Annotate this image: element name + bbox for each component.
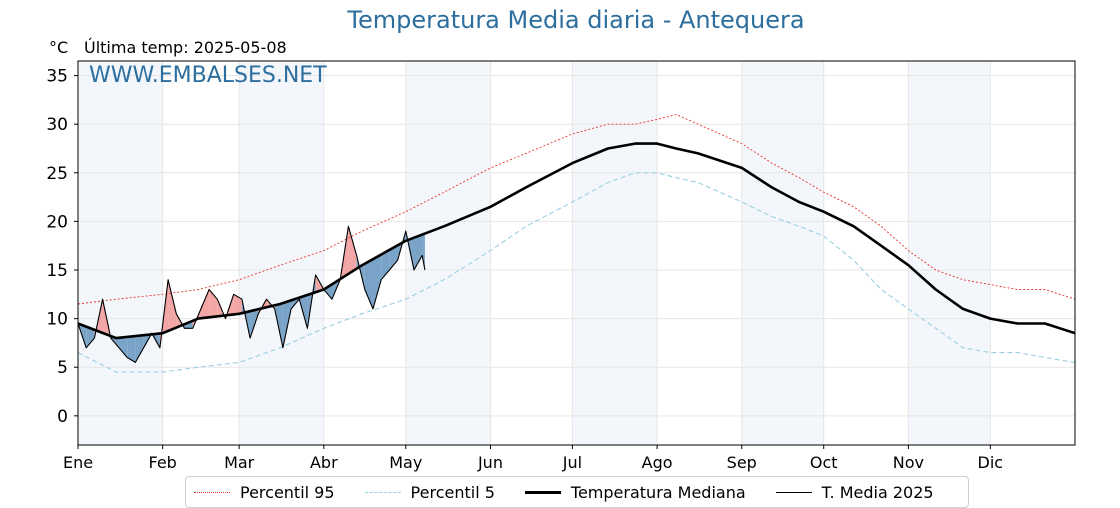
series-line-2 (77, 142, 1076, 340)
watermark: WWW.EMBALSES.NET (89, 63, 327, 88)
anomaly-fill-above (200, 289, 210, 319)
y-tick-label: 15 (46, 261, 68, 281)
series-line-0 (77, 114, 1076, 305)
anomaly-fill-below (389, 245, 398, 270)
y-tick-label: 10 (46, 310, 68, 330)
x-tick-label-may: May (389, 453, 422, 472)
x-tick-label-oct: Oct (810, 453, 838, 472)
x-tick-label-dic: Dic (978, 453, 1004, 472)
legend-item-2025: T. Media 2025 (775, 482, 934, 502)
anomaly-fill-above (168, 279, 177, 331)
anomaly-fill-below (119, 336, 128, 358)
x-tick-label-feb: Feb (149, 453, 177, 472)
series-line-1 (77, 172, 1076, 373)
legend-swatch-p5 (364, 491, 401, 493)
anomaly-fill-below (414, 234, 423, 270)
last-update-label: Última temp: 2025-05-08 (84, 38, 287, 57)
x-tick-label-sep: Sep (727, 453, 757, 472)
legend-label-median: Temperatura Mediana (570, 482, 746, 502)
anomaly-fill-below (323, 284, 332, 300)
legend-item-p95: Percentil 95 (194, 483, 335, 502)
y-unit-label: °C (49, 38, 69, 57)
legend-label-2025: T. Media 2025 (821, 482, 934, 502)
x-tick-label-abr: Abr (310, 453, 338, 472)
chart-title: Temperatura Media diaria - Antequera (347, 6, 805, 34)
anomaly-fill-below (364, 259, 373, 309)
month-band-sep (741, 61, 824, 445)
plot-frame (77, 60, 1076, 446)
x-tick-label-ene: Ene (63, 453, 93, 472)
y-tick-label: 30 (46, 115, 68, 135)
month-band-mar (239, 61, 324, 445)
legend-label-p95: Percentil 95 (240, 482, 335, 502)
anomaly-fill-below (422, 233, 425, 270)
legend-swatch-p95 (194, 491, 230, 493)
x-tick-label-ago: Ago (642, 453, 673, 472)
legend-swatch-2025 (775, 491, 812, 493)
x-tick-label-nov: Nov (893, 453, 924, 472)
anomaly-fill-below (135, 335, 144, 363)
x-tick-label-jun: Jun (477, 453, 503, 472)
anomaly-fill-below (373, 254, 382, 309)
y-tick-label: 35 (46, 67, 68, 87)
anomaly-fill-above (209, 289, 218, 318)
y-tick-label: 25 (46, 164, 68, 184)
anomaly-fill-above (233, 294, 242, 315)
anomaly-fill-below (86, 326, 95, 348)
y-tick-label: 0 (57, 407, 68, 427)
legend-label-p5: Percentil 5 (410, 482, 495, 502)
month-band-jul (572, 61, 658, 445)
x-tick-label-mar: Mar (224, 453, 255, 472)
series-line-3 (77, 225, 426, 363)
month-band-nov (908, 61, 991, 445)
y-tick-label: 20 (46, 212, 68, 232)
anomaly-fill-below (127, 336, 136, 363)
y-tick-label: 5 (57, 358, 68, 378)
legend-item-p5: Percentil 5 (364, 482, 495, 502)
x-tick-label-jul: Jul (562, 453, 582, 472)
month-band-ene (78, 61, 163, 445)
legend-swatch-median (524, 490, 561, 494)
chart-legend: Percentil 95 Percentil 5 Temperatura Med… (185, 476, 969, 508)
anomaly-fill-above (348, 226, 357, 274)
legend-item-median: Temperatura Mediana (524, 482, 746, 502)
